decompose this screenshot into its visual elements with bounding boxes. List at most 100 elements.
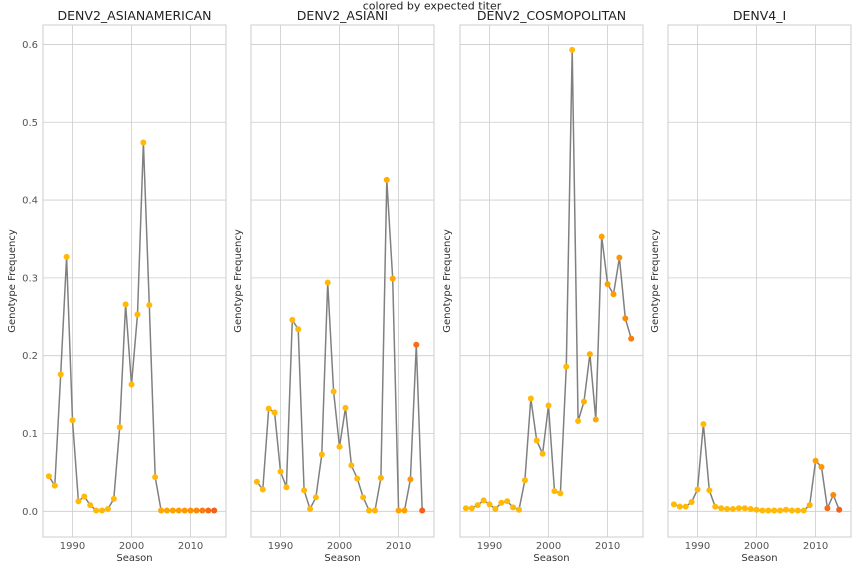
data-point [462,505,469,512]
axes-frame [667,24,852,538]
data-point [706,487,713,494]
data-point [812,457,819,464]
data-point [152,474,159,481]
data-point [628,335,635,342]
x-tick-label: 2010 [178,541,203,552]
data-point [718,505,725,512]
data-point [771,507,778,514]
x-tick-label: 2000 [327,541,352,552]
data-point [116,424,123,431]
data-point [199,507,206,514]
data-point [307,505,314,512]
data-point [622,315,629,322]
data-point [598,233,605,240]
data-point [289,316,296,323]
y-axis-label: Genotype Frequency [7,229,18,333]
data-point [753,506,760,513]
data-point [700,421,707,428]
data-point [486,501,493,508]
data-point [69,417,76,424]
data-point [193,507,200,514]
data-point [836,506,843,513]
data-point [51,482,58,489]
data-point [205,507,212,514]
x-tick-label: 2010 [386,541,411,552]
panel-denv2-cosmopolitan: 1990 2000 2010 Season Genotype Frequency DENV… [442,8,644,564]
data-point [806,502,813,509]
data-point [563,363,570,370]
data-point [360,494,367,501]
data-point [401,507,408,514]
panel-denv2-asianamerican: 1990 2000 2010 0.0 0.1 0.2 0.3 0.4 0.5 0.6 Season G… [7,8,227,564]
data-point [604,281,611,288]
data-point [830,491,837,498]
data-point [592,416,599,423]
data-point [557,490,564,497]
data-point [104,505,111,512]
data-point [788,507,795,514]
data-point [527,395,534,402]
panel-title: DENV2_ASIANI [297,8,388,23]
data-point [610,291,617,298]
data-point [539,450,546,457]
data-point [533,437,540,444]
y-tick-label: 0.0 [22,507,38,518]
data-point [146,302,153,309]
data-point [324,279,331,286]
data-point [283,484,290,491]
x-axis-label: Season [324,553,360,564]
x-tick-label: 2000 [536,541,561,552]
data-point [99,507,106,514]
data-point [800,507,807,514]
x-tick-label: 2010 [803,541,828,552]
data-point [407,476,414,483]
plot-area [668,25,851,537]
data-point [330,388,337,395]
data-point [480,497,487,504]
data-point [63,253,70,260]
x-tick-label: 1990 [60,541,85,552]
data-point [312,494,319,501]
data-point [45,473,52,480]
x-axis-label: Season [116,553,152,564]
data-point [140,139,147,146]
data-point [271,409,278,416]
panel-denv2-asiani: 1990 2000 2010 Season Genotype Frequency DENV… [233,8,435,564]
panel-title: DENV4_I [733,8,786,23]
y-tick-label: 0.2 [22,351,38,362]
data-point [676,503,683,510]
data-point [181,507,188,514]
panel-title: DENV2_COSMOPOLITAN [477,8,626,23]
data-point [521,477,528,484]
panels: 1990 2000 2010 0.0 0.1 0.2 0.3 0.4 0.5 0.6 Season G… [7,8,852,564]
x-tick-label: 1990 [477,541,502,552]
data-point [175,507,182,514]
x-tick-label: 1990 [268,541,293,552]
data-point [163,507,170,514]
y-tick-label: 0.3 [22,273,38,284]
data-point [366,507,373,514]
data-point [348,462,355,469]
data-point [712,503,719,510]
data-point [128,381,135,388]
x-tick-label: 2010 [595,541,620,552]
data-point [729,505,736,512]
data-point [824,505,831,512]
y-tick-label: 0.4 [22,196,38,207]
data-point [75,498,82,505]
data-point [575,418,582,425]
data-point [187,507,194,514]
y-axis-label: Genotype Frequency [442,229,453,333]
data-point [253,478,260,485]
x-axis-label: Season [533,553,569,564]
data-point [169,507,176,514]
figure-suptitle: colored by expected titer [363,0,502,13]
y-tick-label: 0.5 [22,118,38,129]
data-point [383,176,390,183]
data-point [545,402,552,409]
data-point [211,507,218,514]
data-point [377,474,384,481]
data-point [724,505,731,512]
data-point [57,371,64,378]
data-point [735,505,742,512]
